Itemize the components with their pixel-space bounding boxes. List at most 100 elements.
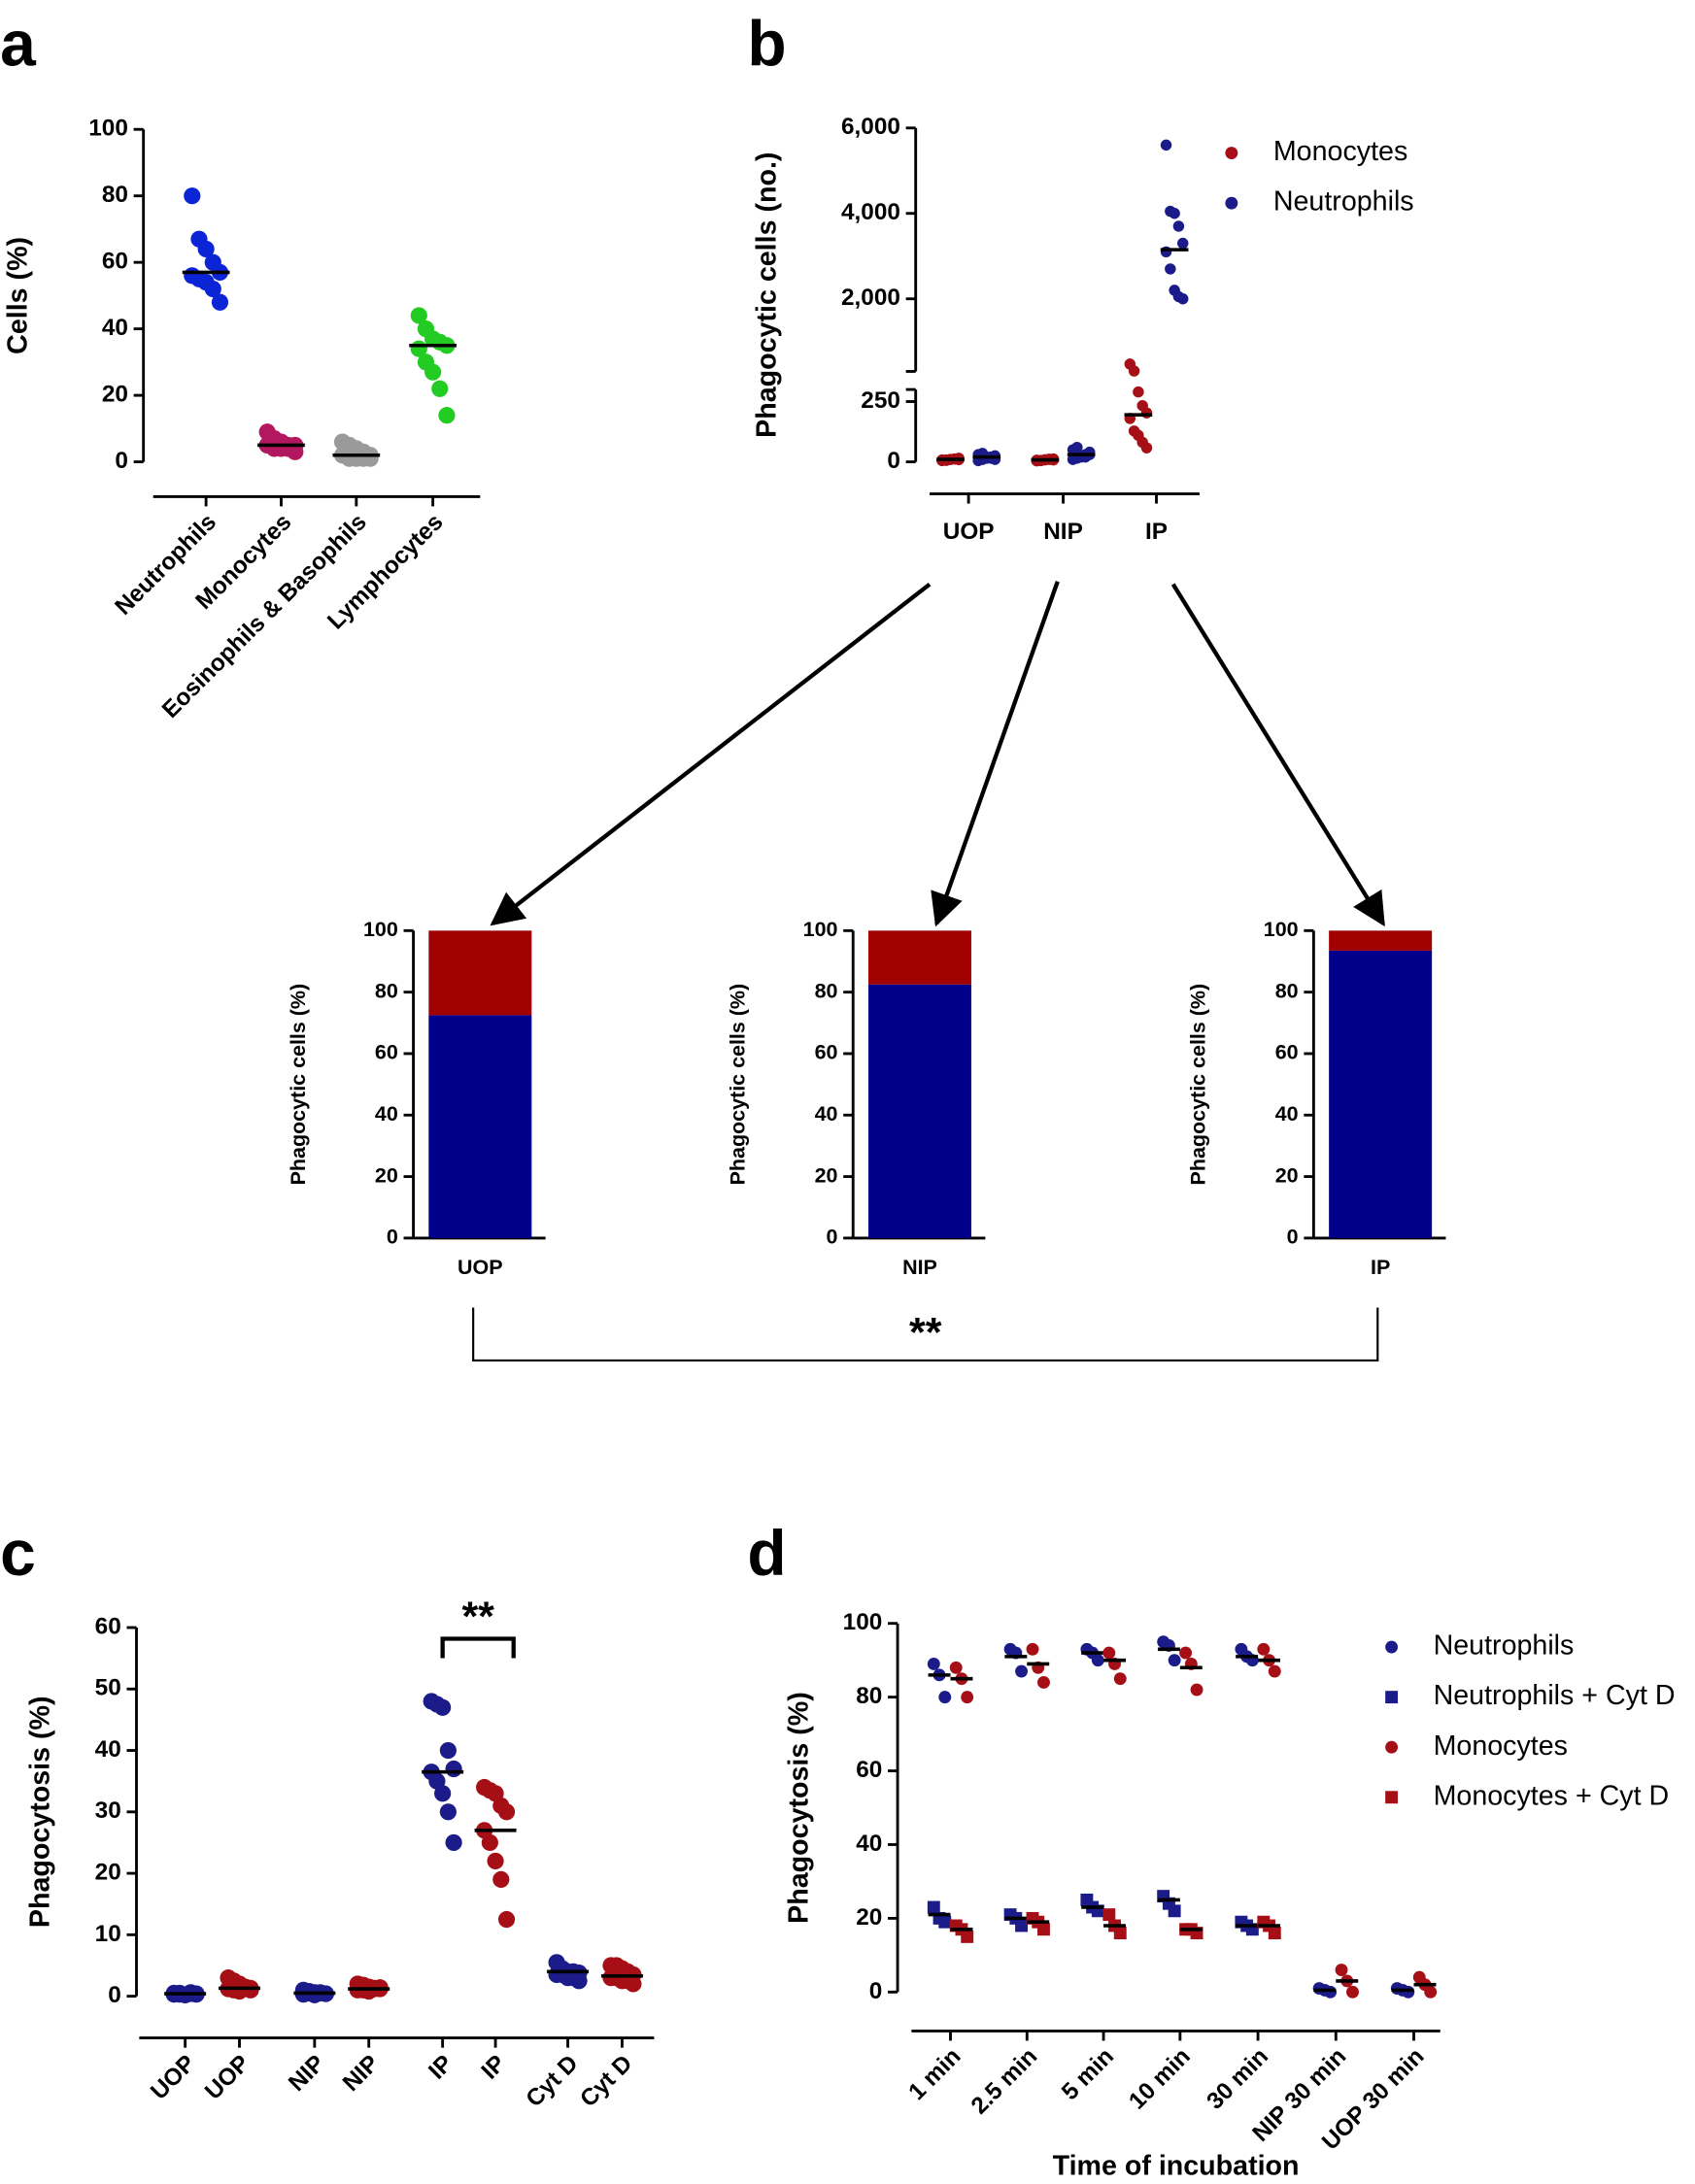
- y-tick-label: 60: [815, 1041, 838, 1064]
- y-tick-label: 100: [1264, 918, 1299, 941]
- legend-marker: [1385, 1740, 1399, 1754]
- y-tick-label: 0: [115, 448, 128, 474]
- y-tick-label: 80: [815, 979, 838, 1002]
- data-point: [1165, 263, 1176, 275]
- x-tick-label: NIP: [284, 2050, 330, 2097]
- y-axis-label: Phagocytic cells (%): [726, 984, 749, 1186]
- data-point: [1128, 365, 1140, 377]
- y-axis-label: Phagocytic cells (%): [287, 984, 310, 1186]
- y-axis-label: Phagocytic cells (%): [1187, 984, 1210, 1186]
- data-point: [1176, 237, 1189, 250]
- data-point: [927, 1658, 940, 1670]
- y-tick-label: 40: [815, 1102, 838, 1126]
- bar-segment: [428, 930, 532, 1016]
- data-point: [1324, 1985, 1338, 1999]
- data-point: [1026, 1642, 1039, 1656]
- data-point: [242, 1981, 259, 1999]
- x-tick-label: UOP: [458, 1256, 503, 1279]
- arrows: [490, 581, 1385, 927]
- y-tick-label: 2,000: [841, 285, 900, 311]
- data-point: [211, 293, 229, 311]
- data-point: [625, 1975, 642, 1993]
- bar-segment: [1329, 950, 1433, 1238]
- data-point: [1113, 1672, 1127, 1686]
- x-tick-label: Cyt D: [521, 2050, 583, 2112]
- data-point: [1071, 441, 1083, 454]
- data-point: [1172, 220, 1185, 232]
- x-tick-label: Cyt D: [575, 2050, 637, 2112]
- arrow: [1170, 583, 1385, 927]
- data-point: [1268, 1664, 1281, 1678]
- x-tick-label: NIP: [902, 1256, 937, 1279]
- legend-label: Neutrophils: [1434, 1630, 1575, 1662]
- y-tick-label: 60: [95, 1613, 121, 1639]
- data-point: [1346, 1985, 1359, 1999]
- x-tick-label: UOP: [146, 2050, 200, 2104]
- y-tick-label: 250: [861, 387, 900, 414]
- data-point: [1091, 1654, 1104, 1667]
- y-tick-label: 40: [375, 1102, 398, 1126]
- data-point: [1160, 139, 1172, 151]
- x-tick-label: NIP: [1043, 519, 1083, 545]
- arrow: [490, 582, 932, 926]
- significance-bracket: [440, 1636, 516, 1659]
- data-point: [438, 407, 456, 424]
- panel-label: d: [747, 1517, 786, 1589]
- data-point: [361, 450, 379, 467]
- significance-label: **: [909, 1310, 942, 1357]
- y-tick-label: 80: [375, 979, 398, 1002]
- legend-label: Neutrophils: [1273, 186, 1414, 218]
- x-tick-label: NIP: [338, 2050, 385, 2097]
- y-tick-label: 80: [1275, 979, 1299, 1002]
- legend-label: Neutrophils + Cyt D: [1434, 1680, 1676, 1711]
- y-tick-label: 100: [88, 116, 128, 142]
- legend-label: Monocytes: [1434, 1730, 1568, 1762]
- x-tick-label: 5 min: [1057, 2043, 1119, 2105]
- x-tick-label: 2.5 min: [966, 2043, 1042, 2119]
- y-tick-label: 40: [95, 1736, 121, 1763]
- data-point: [434, 1698, 452, 1716]
- data-point: [1190, 1683, 1203, 1697]
- y-tick-label: 40: [856, 1831, 882, 1857]
- data-point: [497, 1910, 516, 1929]
- data-point: [410, 307, 427, 324]
- data-point: [445, 1833, 462, 1852]
- bar-segment: [1329, 930, 1433, 951]
- y-tick-label: 60: [1275, 1041, 1299, 1064]
- y-tick-label: 80: [856, 1683, 882, 1709]
- y-tick-label: 60: [856, 1757, 882, 1783]
- data-point: [1140, 407, 1153, 419]
- data-point: [927, 1900, 940, 1914]
- data-point: [1102, 1646, 1116, 1660]
- y-tick-label: 60: [102, 249, 128, 275]
- panel-label: a: [0, 8, 37, 80]
- y-tick-label: 10: [95, 1921, 121, 1947]
- data-point: [197, 240, 215, 258]
- significance-bracket: [472, 1307, 1379, 1362]
- data-point: [204, 280, 221, 298]
- x-tick-label: UOP: [200, 2050, 254, 2104]
- y-tick-label: 20: [856, 1904, 882, 1931]
- y-tick-label: 30: [95, 1798, 121, 1824]
- data-point: [424, 363, 442, 381]
- x-axis-label: Time of incubation: [1053, 2150, 1300, 2181]
- y-tick-label: 20: [102, 382, 128, 408]
- y-tick-label: 100: [803, 918, 838, 941]
- data-point: [492, 1870, 510, 1889]
- y-tick-label: 0: [108, 1982, 121, 2008]
- data-point: [497, 1803, 516, 1821]
- y-axis-label: Phagocytosis (%): [25, 1697, 56, 1929]
- data-point: [1169, 208, 1180, 219]
- y-tick-label: 20: [95, 1860, 121, 1886]
- data-point: [949, 1661, 963, 1674]
- y-axis-label: Cells (%): [3, 237, 34, 354]
- y-tick-label: 40: [1275, 1102, 1299, 1126]
- y-tick-label: 4,000: [841, 199, 900, 225]
- y-tick-label: 0: [869, 1978, 883, 2004]
- y-tick-label: 50: [95, 1675, 121, 1701]
- bar-segment: [867, 984, 971, 1238]
- legend-label: Monocytes: [1273, 136, 1407, 167]
- y-tick-label: 20: [1275, 1163, 1299, 1187]
- x-tick-label: IP: [1371, 1256, 1390, 1279]
